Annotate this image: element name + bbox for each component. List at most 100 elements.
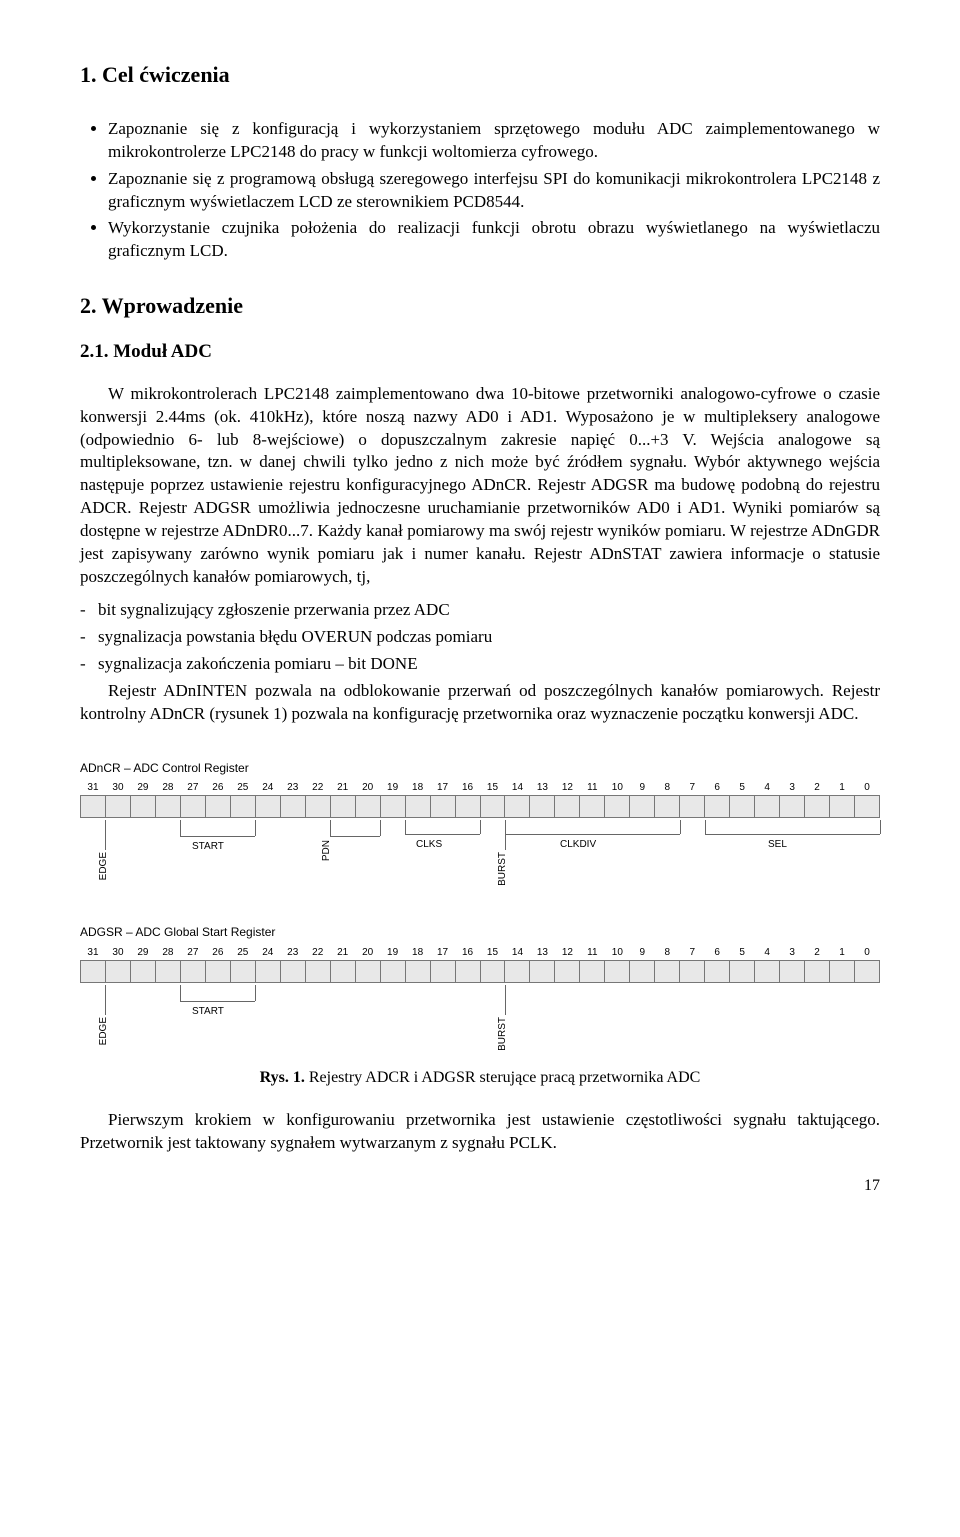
bit-num: 13 [530, 945, 555, 961]
bit-num: 16 [455, 945, 480, 961]
dash-text: bit sygnalizujący zgłoszenie przerwania … [98, 600, 450, 619]
section2-subtitle: 2.1. Moduł ADC [80, 339, 880, 365]
adgsr-bits-table: 31 30 29 28 27 26 25 24 23 22 21 20 19 1… [80, 945, 880, 984]
bit-num: 10 [605, 945, 630, 961]
field-sel: SEL [768, 838, 787, 852]
field-clks: CLKS [416, 838, 442, 852]
bit-cells-row [81, 961, 880, 983]
bit-num: 19 [380, 945, 405, 961]
bit-num: 25 [230, 945, 255, 961]
bit-num: 21 [330, 945, 355, 961]
adncr-register-diagram: ADnCR – ADC Control Register 31 30 29 28… [80, 760, 880, 891]
bit-num: 9 [630, 945, 655, 961]
dash-item: -sygnalizacja zakończenia pomiaru – bit … [80, 653, 880, 676]
bit-num: 23 [280, 780, 305, 796]
bit-num: 3 [780, 945, 805, 961]
dash-text: sygnalizacja powstania błędu OVERUN podc… [98, 627, 492, 646]
bit-num: 22 [305, 945, 330, 961]
bit-num: 20 [355, 945, 380, 961]
bit-num: 27 [180, 780, 205, 796]
figure-caption-bold: Rys. 1. [260, 1069, 305, 1086]
bit-num: 30 [105, 945, 130, 961]
bit-num: 10 [605, 780, 630, 796]
field-pdn: PDN [320, 840, 334, 861]
bit-num: 8 [655, 780, 680, 796]
bullet-item: Wykorzystanie czujnika położenia do real… [108, 217, 880, 263]
bit-num: 12 [555, 945, 580, 961]
bit-num: 11 [580, 780, 605, 796]
bit-num: 3 [780, 780, 805, 796]
bit-num: 5 [730, 780, 755, 796]
closing-paragraph: Pierwszym krokiem w konfigurowaniu przet… [80, 1109, 880, 1155]
adgsr-field-labels: EDGE START BURST [80, 985, 880, 1055]
bit-num: 6 [705, 780, 730, 796]
bit-num: 29 [130, 780, 155, 796]
bit-cells-row [81, 796, 880, 818]
bit-num: 8 [655, 945, 680, 961]
bit-num: 19 [380, 780, 405, 796]
dash-text: sygnalizacja zakończenia pomiaru – bit D… [98, 654, 418, 673]
bit-num: 18 [405, 780, 430, 796]
bullet-item: Zapoznanie się z konfiguracją i wykorzys… [108, 118, 880, 164]
bit-num: 29 [130, 945, 155, 961]
bit-num: 4 [755, 945, 780, 961]
bit-num: 5 [730, 945, 755, 961]
section2-title: 2. Wprowadzenie [80, 291, 880, 321]
adncr-bits-table: 31 30 29 28 27 26 25 24 23 22 21 20 19 1… [80, 780, 880, 819]
bit-num: 9 [630, 780, 655, 796]
bit-num: 16 [455, 780, 480, 796]
figure-caption-text: Rejestry ADCR i ADGSR sterujące pracą pr… [305, 1069, 700, 1086]
bit-num: 17 [430, 780, 455, 796]
bit-num: 6 [705, 945, 730, 961]
bit-num: 15 [480, 780, 505, 796]
section1-bullets: Zapoznanie się z konfiguracją i wykorzys… [80, 118, 880, 264]
section2-para2: Rejestr ADnINTEN pozwala na odblokowanie… [80, 680, 880, 726]
section1-title: 1. Cel ćwiczenia [80, 60, 880, 90]
bit-num: 23 [280, 945, 305, 961]
adncr-field-labels: EDGE START PDN CLKS BURST CLKDIV SEL [80, 820, 880, 890]
section2-para1: W mikrokontrolerach LPC2148 zaimplemento… [80, 383, 880, 589]
bit-num: 14 [505, 945, 530, 961]
bit-num: 0 [855, 945, 880, 961]
dash-item: -sygnalizacja powstania błędu OVERUN pod… [80, 626, 880, 649]
bit-num: 7 [680, 780, 705, 796]
bit-num: 0 [855, 780, 880, 796]
page-number: 17 [80, 1175, 880, 1197]
bit-num: 15 [480, 945, 505, 961]
bit-num: 2 [805, 780, 830, 796]
bit-num: 12 [555, 780, 580, 796]
bit-num: 14 [505, 780, 530, 796]
field-start: START [192, 840, 224, 854]
bit-num: 27 [180, 945, 205, 961]
bit-num: 1 [830, 780, 855, 796]
bit-num: 25 [230, 780, 255, 796]
adgsr-title: ADGSR – ADC Global Start Register [80, 924, 880, 940]
bit-num: 4 [755, 780, 780, 796]
bit-num: 2 [805, 945, 830, 961]
bit-num: 31 [81, 945, 106, 961]
bit-number-row: 31 30 29 28 27 26 25 24 23 22 21 20 19 1… [81, 945, 880, 961]
field-burst: BURST [496, 1017, 510, 1051]
dash-item: -bit sygnalizujący zgłoszenie przerwania… [80, 599, 880, 622]
field-start: START [192, 1005, 224, 1019]
bullet-item: Zapoznanie się z programową obsługą szer… [108, 168, 880, 214]
figure-caption: Rys. 1. Rejestry ADCR i ADGSR sterujące … [80, 1067, 880, 1089]
bit-num: 18 [405, 945, 430, 961]
bit-num: 28 [155, 780, 180, 796]
field-clkdiv: CLKDIV [560, 838, 596, 852]
bit-num: 30 [105, 780, 130, 796]
bit-number-row: 31 30 29 28 27 26 25 24 23 22 21 20 19 1… [81, 780, 880, 796]
bit-num: 17 [430, 945, 455, 961]
adgsr-register-diagram: ADGSR – ADC Global Start Register 31 30 … [80, 924, 880, 1055]
bit-num: 13 [530, 780, 555, 796]
bit-num: 24 [255, 780, 280, 796]
field-edge: EDGE [97, 1017, 111, 1045]
bit-num: 31 [81, 780, 106, 796]
bit-num: 1 [830, 945, 855, 961]
bit-num: 26 [205, 945, 230, 961]
field-burst: BURST [496, 852, 510, 886]
bit-num: 26 [205, 780, 230, 796]
bit-num: 24 [255, 945, 280, 961]
bit-num: 20 [355, 780, 380, 796]
bit-num: 28 [155, 945, 180, 961]
